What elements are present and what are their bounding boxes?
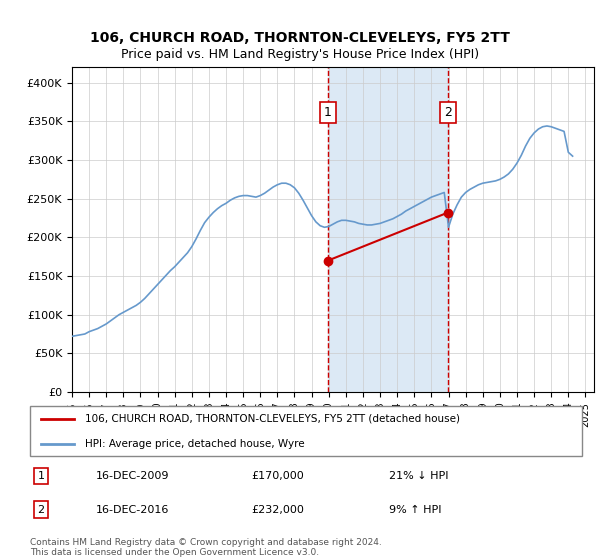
Text: 16-DEC-2009: 16-DEC-2009 — [96, 471, 170, 481]
Bar — [328, 67, 448, 392]
FancyBboxPatch shape — [30, 406, 582, 456]
Text: 1: 1 — [324, 106, 332, 119]
Text: 106, CHURCH ROAD, THORNTON-CLEVELEYS, FY5 2TT: 106, CHURCH ROAD, THORNTON-CLEVELEYS, FY… — [90, 31, 510, 45]
Text: £170,000: £170,000 — [251, 471, 304, 481]
Text: Price paid vs. HM Land Registry's House Price Index (HPI): Price paid vs. HM Land Registry's House … — [121, 48, 479, 60]
Text: 2: 2 — [444, 106, 452, 119]
Text: 106, CHURCH ROAD, THORNTON-CLEVELEYS, FY5 2TT (detached house): 106, CHURCH ROAD, THORNTON-CLEVELEYS, FY… — [85, 414, 460, 423]
Text: £232,000: £232,000 — [251, 505, 304, 515]
Text: Contains HM Land Registry data © Crown copyright and database right 2024.
This d: Contains HM Land Registry data © Crown c… — [30, 538, 382, 557]
Text: HPI: Average price, detached house, Wyre: HPI: Average price, detached house, Wyre — [85, 439, 305, 449]
Text: 16-DEC-2016: 16-DEC-2016 — [96, 505, 170, 515]
Text: 21% ↓ HPI: 21% ↓ HPI — [389, 471, 448, 481]
Text: 9% ↑ HPI: 9% ↑ HPI — [389, 505, 442, 515]
Text: 1: 1 — [38, 471, 44, 481]
Text: 2: 2 — [37, 505, 44, 515]
